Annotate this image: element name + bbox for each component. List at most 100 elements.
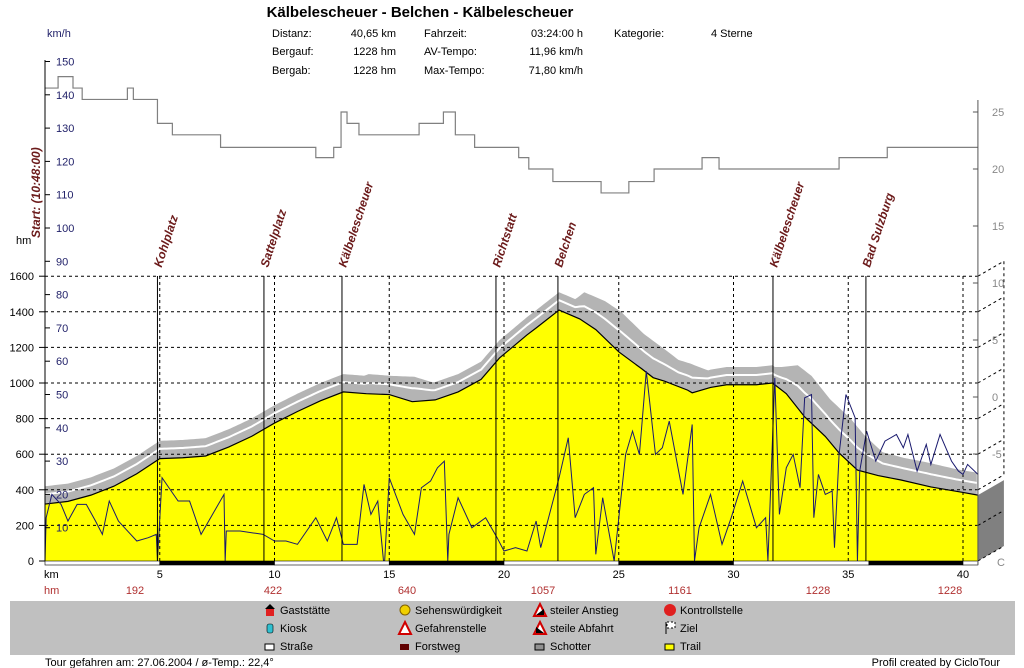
legend-item: Straße (264, 641, 313, 653)
waypoint-label: Kälbelescheuer (767, 179, 808, 269)
warning (397, 619, 413, 635)
legend-item: Trail (664, 641, 701, 653)
speed-tick-label: 10 (56, 523, 68, 535)
legend-item: steiler Anstieg (532, 601, 618, 617)
house-icon (265, 604, 275, 616)
x-axis-unit: km (44, 569, 59, 581)
stop (664, 604, 676, 616)
stat-label: Max-Tempo: (424, 65, 485, 77)
elevation-tick-label: 1600 (10, 271, 34, 283)
house-body (266, 609, 274, 616)
temperature-tick-label: 20 (992, 164, 1004, 176)
stat-label: Fahrzeit: (424, 28, 467, 40)
footer-credit: Profil created by CicloTour (872, 657, 1001, 668)
waypoint-label: Sattelplatz (257, 208, 289, 269)
footer-tour-info: Tour gefahren am: 27.06.2004 / ø-Temp.: … (45, 657, 274, 668)
speed-tick-label: 80 (56, 290, 68, 302)
legend-panel (10, 601, 1015, 655)
slope (536, 627, 544, 633)
speed-line (44, 371, 979, 562)
legend-item: Kiosk (266, 623, 307, 635)
speed-tick-label: 50 (56, 390, 68, 402)
stats-col1: Distanz: 40,65 km Bergauf: 1228 hm Berga… (272, 28, 396, 77)
waypoint-label: Start: (10:48:00) (29, 147, 43, 238)
elevation-tick-label: 800 (16, 414, 34, 426)
steep-descent-icon (532, 619, 548, 635)
stat-value: 11,96 km/h (529, 46, 583, 58)
temperature-tick-label: 5 (992, 335, 998, 347)
speed-tick-label: 20 (56, 489, 68, 501)
legend-label: Sehenswürdigkeit (415, 605, 502, 617)
stop-sign-icon (664, 604, 676, 616)
grid-line-perspective (977, 367, 1005, 384)
climb-value: 1228 (938, 585, 962, 597)
legend-label: Kiosk (280, 623, 307, 635)
grid-line-perspective (977, 438, 1005, 455)
surface-segment (503, 560, 620, 566)
temperature-axis-unit: C (997, 557, 1005, 569)
stat-value: 4 Sterne (711, 28, 753, 40)
grid-line-perspective (977, 260, 1005, 277)
elevation-tick-label: 1200 (10, 342, 34, 354)
elevation-tick-label: 600 (16, 449, 34, 461)
band-center-line (44, 299, 977, 496)
gravel-swatch-icon (534, 643, 545, 651)
speed-tick-label: 90 (56, 256, 68, 268)
chart-title: Kälbelescheuer - Belchen - Kälbelescheue… (267, 4, 574, 21)
legend-item: steile Abfahrt (532, 619, 614, 635)
climb-value: 640 (398, 585, 416, 597)
surface-segment (733, 560, 870, 566)
smiley-icon (399, 604, 411, 616)
speed-tick-label: 30 (56, 456, 68, 468)
grid-line-perspective (977, 545, 1005, 562)
temperature-line (45, 76, 978, 194)
grid-line-perspective (977, 509, 1005, 526)
x-tick-label: 20 (498, 569, 510, 581)
speed-tick-label: 150 (56, 57, 74, 69)
elevation-tick-label: 0 (28, 556, 34, 568)
legend-label: Schotter (550, 641, 591, 653)
road-swatch-icon (264, 643, 275, 651)
house-roof (265, 604, 275, 609)
x-tick-label: 5 (157, 569, 163, 581)
waypoint-label: Belchen (551, 220, 579, 269)
trail-swatch-icon (664, 643, 675, 651)
stat-label: Bergab: (272, 65, 311, 77)
x-tick-label: 10 (268, 569, 280, 581)
temperature-tick-label: 10 (992, 278, 1004, 290)
waypoint-label: Kälbelescheuer (336, 179, 377, 269)
elevation-axis-unit: hm (16, 235, 31, 247)
legend-item: Ziel (665, 621, 698, 635)
steep-climb-icon (532, 601, 548, 617)
speed-tick-label: 120 (56, 156, 74, 168)
legend-label: Gefahrenstelle (415, 623, 487, 635)
legend-item: Sehenswürdigkeit (399, 604, 502, 617)
climb-value: 192 (126, 585, 144, 597)
climb-value: 1228 (806, 585, 830, 597)
legend-item: Gaststätte (265, 604, 330, 617)
forest-road-swatch-icon (400, 644, 409, 650)
legend-item: Gefahrenstelle (397, 619, 487, 635)
stat-value: 1228 hm (353, 46, 396, 58)
elevation-tick-label: 200 (16, 520, 34, 532)
grid-line-perspective (977, 474, 1005, 491)
legend-item: Forstweg (400, 641, 460, 653)
speed-tick-label: 110 (56, 190, 74, 202)
speed-axis-unit: km/h (47, 28, 71, 40)
climb-value: 422 (264, 585, 282, 597)
legend-label: Forstweg (415, 641, 460, 653)
stat-value: 71,80 km/h (529, 65, 583, 77)
smiley (399, 604, 411, 616)
legend-item: Kontrollstelle (664, 604, 743, 617)
stat-value: 1228 hm (353, 65, 396, 77)
x-tick-label: 40 (957, 569, 969, 581)
waypoint-label: Richtstatt (490, 211, 521, 269)
kiosk-shape (266, 623, 274, 634)
legend-item: Schotter (534, 641, 591, 653)
waypoint-label: Kohlplatz (151, 213, 181, 269)
grid-line-perspective (977, 296, 1005, 313)
temperature-tick-label: 25 (992, 107, 1004, 119)
slope (536, 609, 544, 615)
legend-label: steile Abfahrt (550, 623, 614, 635)
speed-tick-label: 130 (56, 123, 74, 135)
